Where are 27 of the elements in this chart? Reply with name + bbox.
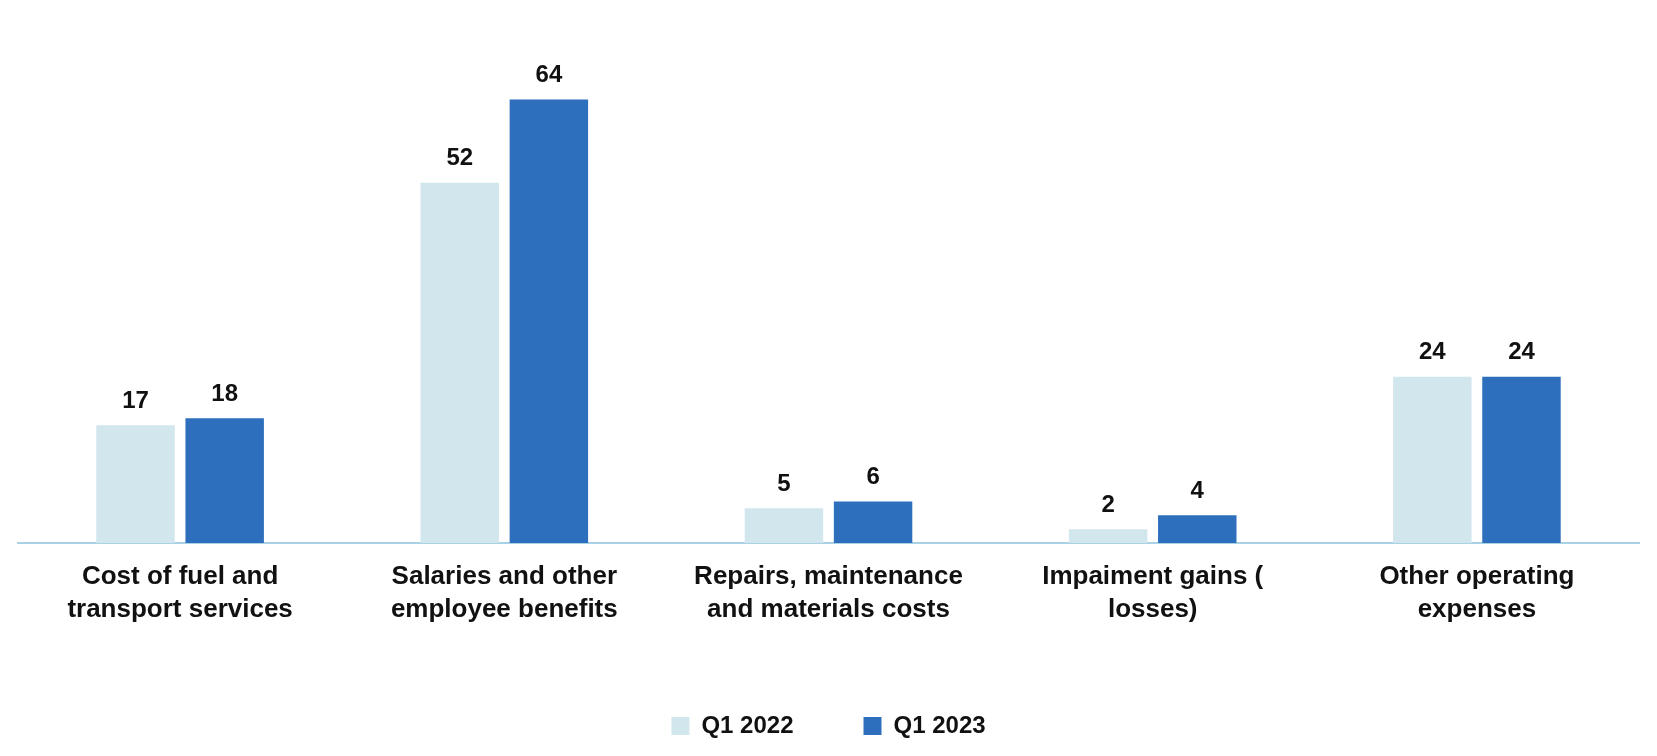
bar	[96, 425, 175, 543]
bar	[1393, 376, 1472, 543]
legend-label: Q1 2023	[893, 710, 986, 738]
data-label: 24	[1418, 337, 1447, 365]
data-label: 2	[1101, 489, 1115, 517]
data-label: 64	[535, 60, 563, 88]
bar	[1482, 376, 1561, 543]
legend-label: Q1 2022	[701, 710, 794, 738]
x-tick-label: Salaries and other employee benefits	[390, 560, 618, 623]
bar	[420, 182, 499, 543]
bar	[185, 418, 264, 543]
data-label: 18	[211, 378, 239, 406]
x-tick-label: Cost of fuel and transport services	[67, 560, 293, 623]
data-label: 6	[866, 462, 880, 490]
bar	[833, 501, 913, 543]
data-label: 24	[1508, 337, 1536, 365]
bar	[744, 508, 824, 543]
bar	[509, 99, 589, 543]
x-tick-label: Impaiment gains ( losses)	[1042, 560, 1264, 623]
data-label: 4	[1190, 475, 1205, 503]
bar	[1068, 529, 1148, 543]
data-label: 17	[122, 385, 149, 413]
bar	[1158, 515, 1237, 543]
data-label: 52	[446, 143, 474, 171]
x-tick-label: Repairs, maintenance and materials costs	[694, 560, 963, 623]
x-tick-label: Other operating expenses	[1379, 560, 1575, 623]
data-label: 5	[777, 468, 791, 496]
